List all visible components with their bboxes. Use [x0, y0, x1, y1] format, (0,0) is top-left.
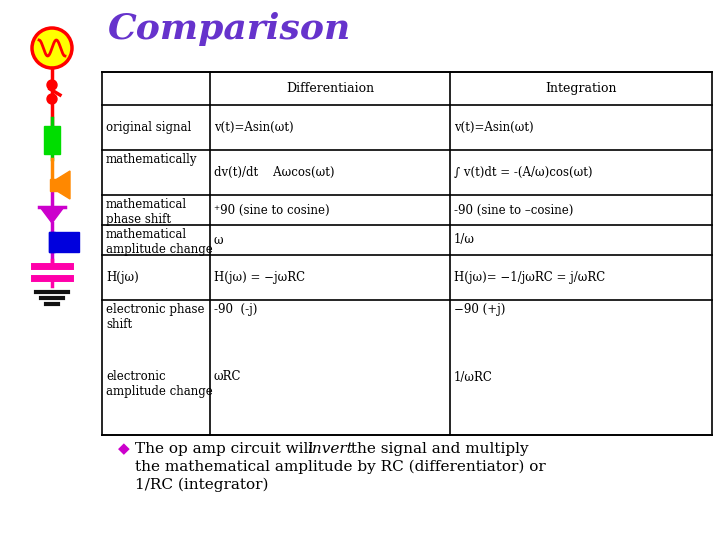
- Text: ◆: ◆: [118, 442, 130, 456]
- Circle shape: [47, 80, 57, 90]
- Text: mathematical
amplitude change: mathematical amplitude change: [106, 228, 212, 256]
- Text: −90 (+j): −90 (+j): [454, 303, 505, 316]
- Text: 1/RC (integrator): 1/RC (integrator): [135, 478, 269, 492]
- Text: v(t)=Asin(ωt): v(t)=Asin(ωt): [454, 121, 534, 134]
- Polygon shape: [40, 207, 64, 223]
- Text: ⁺90 (sine to cosine): ⁺90 (sine to cosine): [214, 204, 330, 217]
- Bar: [49, 232, 55, 252]
- Bar: [49, 232, 79, 252]
- Text: electronic
amplitude change: electronic amplitude change: [106, 370, 212, 399]
- Text: 1/ω: 1/ω: [454, 233, 475, 246]
- Circle shape: [47, 94, 57, 104]
- Text: dv(t)/dt    Aωcos(ωt): dv(t)/dt Aωcos(ωt): [214, 166, 335, 179]
- Text: ∫ v(t)dt = -(A/ω)cos(ωt): ∫ v(t)dt = -(A/ω)cos(ωt): [454, 166, 593, 179]
- Text: H(jω) = −jωRC: H(jω) = −jωRC: [214, 271, 305, 284]
- Text: original signal: original signal: [106, 121, 192, 134]
- Text: electronic phase
shift: electronic phase shift: [106, 303, 204, 331]
- Bar: [50, 179, 57, 191]
- Text: H(jω)= −1/jωRC = j/ωRC: H(jω)= −1/jωRC = j/ωRC: [454, 271, 606, 284]
- Text: mathematically: mathematically: [106, 153, 197, 166]
- Text: invert: invert: [307, 442, 353, 456]
- Text: Comparison: Comparison: [108, 12, 351, 46]
- Polygon shape: [57, 171, 70, 199]
- Text: Integration: Integration: [545, 82, 617, 95]
- Text: -90 (sine to –cosine): -90 (sine to –cosine): [454, 204, 573, 217]
- Bar: [44, 126, 60, 154]
- Circle shape: [32, 28, 72, 68]
- Text: mathematical
phase shift: mathematical phase shift: [106, 198, 187, 226]
- Text: the mathematical amplitude by RC (differentiator) or: the mathematical amplitude by RC (differ…: [135, 460, 546, 475]
- Text: Differentiaion: Differentiaion: [286, 82, 374, 95]
- Text: 1/ωRC: 1/ωRC: [454, 370, 493, 383]
- Text: The op amp circuit will: The op amp circuit will: [135, 442, 318, 456]
- Text: -90  (-j): -90 (-j): [214, 303, 257, 316]
- Text: v(t)=Asin(ωt): v(t)=Asin(ωt): [214, 121, 294, 134]
- Text: H(jω): H(jω): [106, 271, 139, 284]
- Text: the signal and multiply: the signal and multiply: [346, 442, 528, 456]
- Text: ωRC: ωRC: [214, 370, 241, 383]
- Text: ω: ω: [214, 233, 224, 246]
